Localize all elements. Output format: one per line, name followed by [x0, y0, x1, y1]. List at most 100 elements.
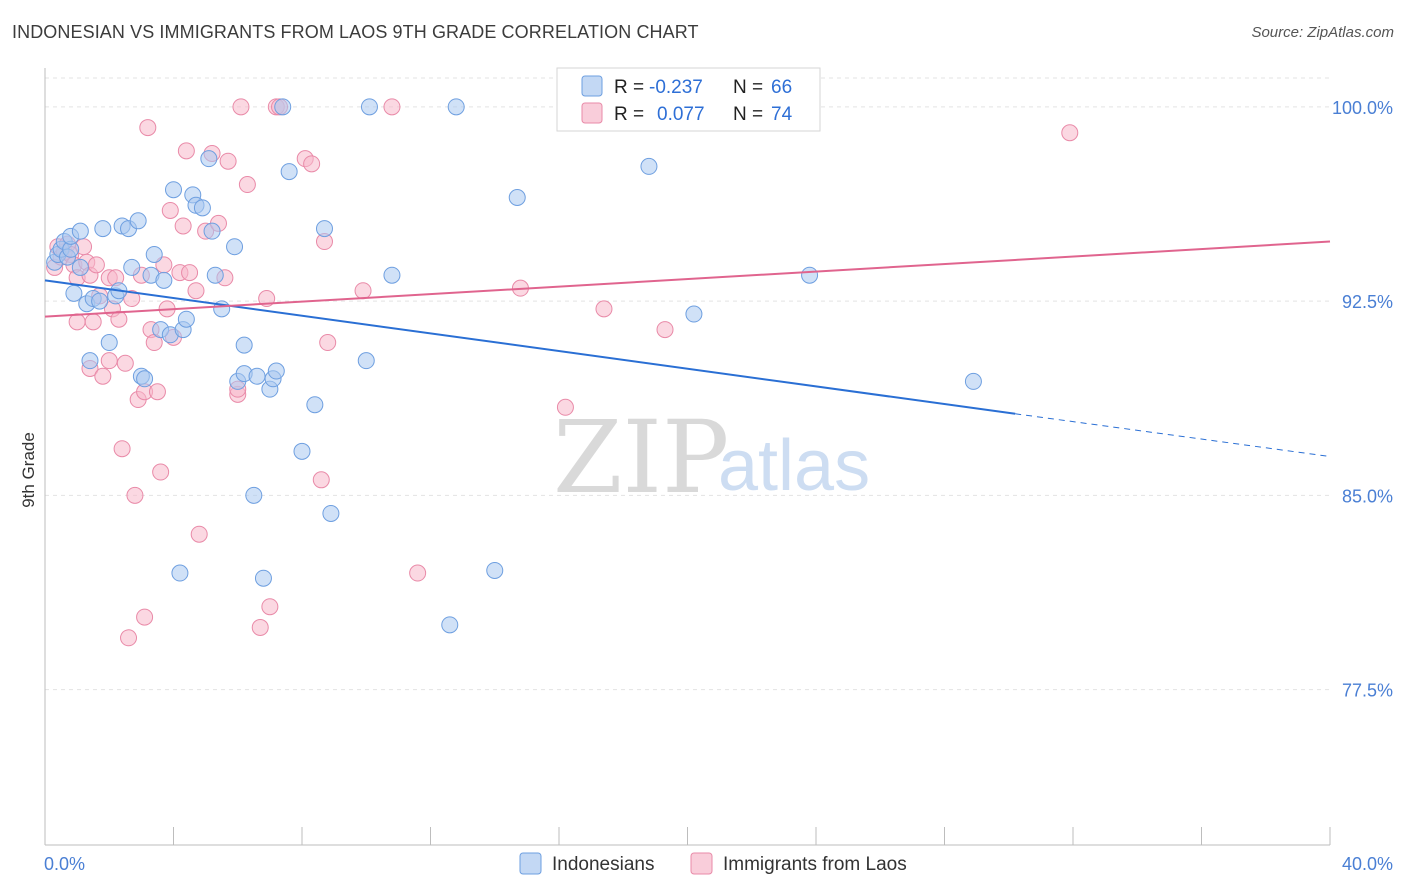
point-laos	[1061, 124, 1079, 142]
point-laos	[319, 334, 337, 352]
legend-swatch-indonesians	[581, 75, 603, 97]
point-indonesian	[441, 616, 459, 634]
watermark: ZIP atlas	[553, 399, 870, 516]
point-laos	[136, 608, 154, 626]
bottom-legend-laos: Immigrants from Laos	[723, 854, 907, 875]
point-laos	[261, 598, 279, 616]
legend-n-label-2: N =	[733, 104, 763, 125]
legend-r-label-1: R =	[614, 77, 644, 98]
chart-title: INDONESIAN VS IMMIGRANTS FROM LAOS 9TH G…	[12, 22, 699, 42]
point-indonesian	[254, 569, 272, 587]
point-indonesian	[447, 98, 465, 116]
point-laos	[161, 201, 179, 219]
point-laos	[219, 152, 237, 170]
point-laos	[556, 398, 574, 416]
point-laos	[656, 321, 674, 339]
point-indonesian	[123, 258, 141, 276]
y-tick-label: 77.5%	[1342, 681, 1393, 701]
point-laos	[181, 264, 199, 282]
legend-r-value-1: -0.237	[649, 77, 703, 98]
point-indonesian	[193, 199, 211, 217]
point-laos	[110, 310, 128, 328]
point-laos	[139, 119, 157, 137]
legend-n-value-1: 66	[771, 77, 792, 98]
point-indonesian	[306, 396, 324, 414]
point-indonesian	[486, 561, 504, 579]
point-indonesian	[964, 372, 982, 390]
point-laos	[94, 367, 112, 385]
point-laos	[251, 618, 269, 636]
legend-r-value-2: 0.077	[657, 104, 705, 125]
point-laos	[87, 256, 105, 274]
point-laos	[113, 440, 131, 458]
watermark-atlas: atlas	[718, 426, 870, 506]
point-indonesian	[235, 336, 253, 354]
series-immigrants-from-laos	[46, 98, 1079, 647]
point-laos	[152, 463, 170, 481]
point-laos	[409, 564, 427, 582]
legend-n-label-1: N =	[733, 77, 763, 98]
point-indonesian	[322, 504, 340, 522]
point-laos	[232, 98, 250, 116]
point-indonesian	[145, 245, 163, 263]
axes	[44, 68, 1331, 846]
point-indonesian	[508, 189, 526, 206]
x-tick-label-min: 0.0%	[44, 854, 85, 874]
point-indonesian	[203, 222, 221, 240]
point-laos	[126, 486, 144, 504]
trend-lines	[44, 240, 1331, 457]
y-tick-label: 100.0%	[1332, 98, 1393, 118]
trend-indonesians-projection	[1015, 413, 1331, 457]
point-indonesian	[65, 284, 83, 302]
y-tick-label: 92.5%	[1342, 292, 1393, 312]
bottom-legend-swatch-laos	[690, 852, 713, 875]
point-laos	[354, 282, 372, 300]
point-indonesian	[91, 292, 109, 310]
point-laos	[238, 176, 256, 194]
legend-swatch-laos	[581, 102, 603, 124]
source-label: Source: ZipAtlas.com	[1251, 24, 1394, 41]
y-tick-label: 85.0%	[1342, 486, 1393, 506]
point-laos	[120, 629, 138, 647]
point-laos	[303, 155, 321, 173]
point-indonesian	[171, 564, 189, 582]
point-laos	[177, 142, 195, 160]
point-indonesian	[293, 442, 311, 460]
series-indonesians	[46, 98, 982, 634]
point-indonesian	[129, 212, 147, 230]
point-indonesian	[801, 266, 819, 284]
point-indonesian	[315, 220, 333, 238]
point-indonesian	[71, 222, 89, 240]
x-tick-label-max: 40.0%	[1342, 854, 1393, 874]
point-indonesian	[280, 163, 298, 181]
point-indonesian	[200, 150, 218, 168]
point-indonesian	[177, 310, 195, 328]
point-indonesian	[383, 266, 401, 284]
y-axis-label: 9th Grade	[19, 432, 38, 508]
point-indonesian	[155, 271, 173, 289]
legend-n-value-2: 74	[771, 104, 793, 125]
bottom-legend-swatch-indonesians	[519, 852, 542, 875]
point-indonesian	[226, 238, 244, 256]
legend-r-label-2: R =	[614, 104, 644, 125]
point-laos	[383, 98, 401, 116]
trend-laos	[44, 240, 1331, 318]
point-indonesian	[81, 352, 99, 370]
point-indonesian	[685, 305, 703, 323]
correlation-legend: R = -0.237 N = 66 R = 0.077 N = 74	[556, 67, 821, 132]
point-laos	[148, 383, 166, 401]
point-indonesian	[267, 362, 285, 380]
point-indonesian	[94, 220, 112, 238]
point-laos	[116, 354, 134, 372]
point-indonesian	[360, 98, 378, 116]
point-indonesian	[71, 258, 89, 276]
point-indonesian	[245, 486, 263, 504]
point-laos	[84, 313, 102, 331]
point-indonesian	[100, 334, 118, 352]
point-laos	[174, 217, 192, 235]
point-laos	[100, 352, 118, 370]
point-indonesian	[640, 157, 658, 175]
series-legend: Indonesians Immigrants from Laos	[519, 852, 907, 875]
tick-labels: 77.5% 85.0% 92.5% 100.0% 0.0% 40.0%	[44, 98, 1393, 874]
point-indonesian	[206, 266, 224, 284]
